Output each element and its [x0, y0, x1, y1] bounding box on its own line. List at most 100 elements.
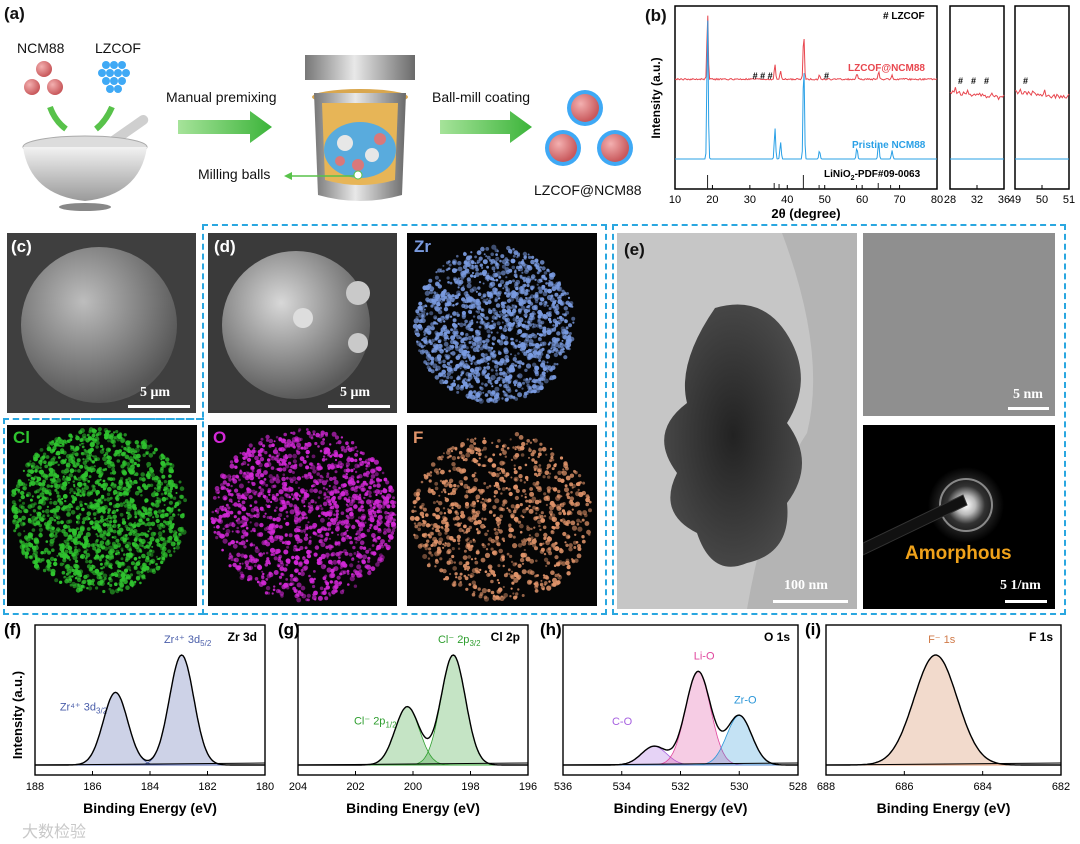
xrd-inset1-frame — [949, 5, 1005, 190]
arrow-into-mortar-left — [47, 105, 68, 132]
xps-xtick-label: 184 — [141, 781, 159, 793]
xps-ylabel: Intensity (a.u.) — [10, 671, 25, 759]
hrtem-scale-bar — [1008, 407, 1049, 410]
xps-title: Cl 2p — [491, 630, 520, 644]
xps-xtick-label: 536 — [554, 781, 572, 793]
xrd-xtick-label: 40 — [781, 194, 793, 206]
arrow-ballmill — [440, 111, 532, 143]
arrow-into-mortar-right — [94, 105, 115, 132]
product-label: LZCOF@NCM88 — [534, 182, 642, 198]
xps-xtick-label: 532 — [671, 781, 689, 793]
xps-xtick-label: 530 — [730, 781, 748, 793]
xps-xtick-label: 204 — [289, 781, 307, 793]
xrd-inset-marker: # — [984, 76, 989, 86]
xps-peak-fit — [563, 671, 798, 766]
amorphous-label: Amorphous — [905, 543, 1012, 564]
zr-map-label: Zr — [414, 237, 431, 256]
xps-peak-label: F⁻ 1s — [928, 634, 956, 646]
c-scale-bar — [128, 405, 190, 408]
watermark: 大数检验 — [22, 823, 86, 841]
xps-xlabel: Binding Energy (eV) — [346, 800, 480, 816]
xrd-ref-label: LiNiO2-PDF#09-0063 — [824, 169, 921, 182]
xps-peak-fit — [298, 706, 528, 766]
panel-c-label: (c) — [11, 237, 32, 256]
hrtem-image — [863, 233, 1055, 416]
xrd-xtick-label: 60 — [856, 194, 868, 206]
xrd-inset-tick-label: 32 — [971, 194, 983, 206]
ball-mill-jar-icon — [305, 55, 415, 201]
xrd-lzcof-marker: # — [768, 71, 773, 81]
eds-map-zr — [407, 233, 597, 413]
step-ballmill-label: Ball-mill coating — [432, 89, 531, 105]
eds-dashed-box-lower — [3, 418, 204, 615]
ncm-label: NCM88 — [17, 40, 65, 56]
xrd-trace-pristine — [675, 20, 937, 160]
xps-baseline — [34, 762, 266, 766]
cl-map-label: Cl — [13, 428, 30, 447]
hrtem-scale-text: 5 nm — [1013, 387, 1043, 402]
xrd-inset-marker: # — [971, 76, 976, 86]
xps-baseline — [825, 762, 1062, 766]
d-scale-bar — [328, 405, 390, 408]
panel-f-label: (f) — [4, 620, 21, 639]
xps-charts: 188 186 184 182 180 Binding Energy (eV) Zr 3d Z… — [4, 620, 1070, 841]
xps-peak-label: C-O — [612, 716, 633, 728]
saed-image — [863, 425, 1055, 609]
xrd-legend: # LZCOF — [883, 11, 925, 22]
saed-scale-bar — [1005, 600, 1047, 603]
lzcof-label: LZCOF — [95, 40, 141, 56]
xrd-trace-lzcof-ncm — [674, 15, 938, 81]
panel-h-label: (h) — [540, 620, 562, 639]
xps-peak-label: Zr⁴⁺ 3d5/2 — [164, 634, 212, 648]
xps-xtick-label: 534 — [613, 781, 631, 793]
eds-map-f — [407, 425, 597, 606]
xrd-xtick-label: 80 — [931, 194, 943, 206]
saed-scale-text: 5 1/nm — [1000, 578, 1041, 593]
xrd-inset-tick-label: 36 — [998, 194, 1010, 206]
coated-particles-icon — [545, 90, 633, 166]
ncm-particles — [24, 61, 63, 95]
xps-xtick-label: 196 — [519, 781, 537, 793]
xps-peak-label: Zr-O — [734, 695, 757, 707]
xps-xtick-label: 186 — [83, 781, 101, 793]
xrd-inset-tick-label: 50 — [1036, 194, 1048, 206]
xps-xlabel: Binding Energy (eV) — [83, 800, 217, 816]
xrd-inset-tick-label: 28 — [944, 194, 956, 206]
tem-dashed-box — [612, 224, 1066, 615]
panel-i-label: (i) — [805, 620, 821, 639]
arrow-premix — [178, 111, 272, 143]
milling-balls-label: Milling balls — [198, 166, 271, 182]
schematic-graphics — [22, 55, 633, 211]
xps-peak-label: Li-O — [694, 651, 715, 663]
xrd-lzcof-marker: # — [824, 71, 829, 81]
xps-title: O 1s — [764, 630, 790, 644]
tem-scale-text: 100 nm — [784, 578, 828, 593]
xps-xtick-label: 684 — [973, 781, 991, 793]
xps-frame — [825, 624, 1062, 776]
xps-peak-label: Cl⁻ 2p3/2 — [438, 634, 481, 648]
panel-e-label: (e) — [624, 240, 645, 259]
xrd-series1-label: LZCOF@NCM88 — [848, 63, 925, 74]
xps-xtick-label: 182 — [198, 781, 216, 793]
xrd-xlabel: 2θ (degree) — [771, 206, 840, 221]
xrd-xtick-label: 70 — [893, 194, 905, 206]
c-scale-text: 5 μm — [140, 385, 171, 400]
xps-peak-fit — [826, 654, 1061, 766]
xps-title: F 1s — [1029, 630, 1053, 644]
xps-title: Zr 3d — [228, 630, 257, 644]
xps-xtick-label: 198 — [461, 781, 479, 793]
step-premix-label: Manual premixing — [166, 89, 277, 105]
xrd-inset-tick-label: 49 — [1009, 194, 1021, 206]
lzcof-particles — [98, 61, 130, 93]
panel-b-label: (b) — [645, 6, 667, 25]
eds-map-cl — [7, 425, 197, 606]
xps-xtick-label: 180 — [256, 781, 274, 793]
xps-frame — [34, 624, 266, 776]
xrd-xtick-label: 50 — [819, 194, 831, 206]
xrd-xtick-label: 30 — [744, 194, 756, 206]
xps-xtick-label: 202 — [346, 781, 364, 793]
xrd-main-frame — [674, 5, 938, 190]
sem-image-d — [208, 233, 397, 413]
xrd-chart: 10 20 30 40 50 60 70 80# # # #28 32 36# # #49 50 51# Int… — [649, 5, 1075, 221]
xps-xtick-label: 200 — [404, 781, 422, 793]
